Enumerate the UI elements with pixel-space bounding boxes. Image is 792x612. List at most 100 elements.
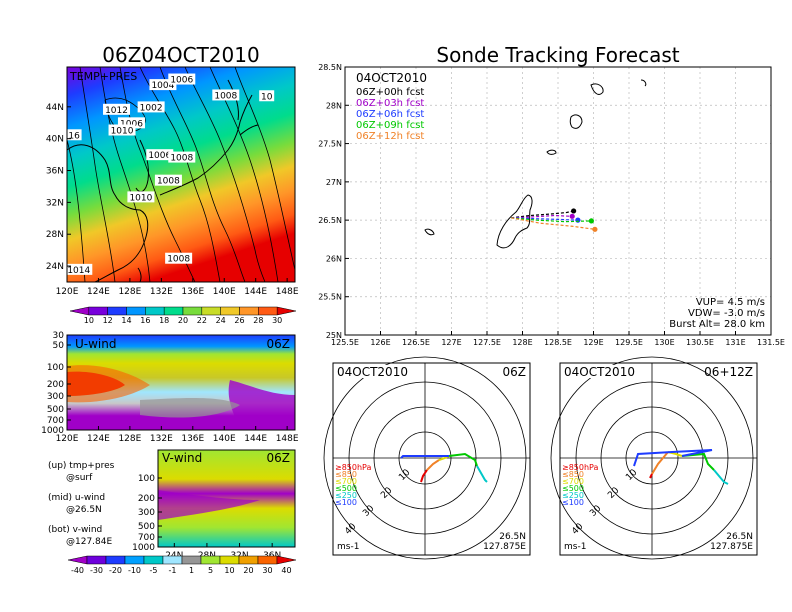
track-lon-label: 126E xyxy=(370,338,390,347)
temp-colorbar-label: 16 xyxy=(140,316,150,325)
wind-colorbar-swatch xyxy=(238,555,259,565)
track-lon-label: 128E xyxy=(512,338,532,347)
hodograph-units: ms-1 xyxy=(337,542,359,552)
track-lat-label: 26N xyxy=(326,254,342,263)
wind-colorbar-label: -20 xyxy=(109,566,122,575)
v-level-label: 100 xyxy=(138,474,155,484)
isobar-label-box xyxy=(103,103,131,115)
temp-lon-label: 140E xyxy=(213,287,236,297)
hodograph-lon: 127.875E xyxy=(710,542,753,552)
u-lon-label: 124E xyxy=(87,434,110,444)
wind-colorbar-label: 20 xyxy=(243,566,253,575)
track-endpoint-0 xyxy=(571,208,577,214)
track-legend-entry: 06Z+06h fcst xyxy=(356,109,424,120)
right-title: Sonde Tracking Forecast xyxy=(436,43,679,67)
temp-colorbar-swatch xyxy=(201,306,221,316)
hodograph-lon: 127.875E xyxy=(483,542,526,552)
temp-map-frame xyxy=(66,66,296,283)
hodograph-frame xyxy=(559,362,758,556)
temp-colorbar-label: 26 xyxy=(234,316,244,325)
panel-legend-text: (up) tmp+pres @surf (mid) u-wind @26.5N (bot… xyxy=(48,461,115,547)
v-wind-time: 06Z xyxy=(267,451,291,465)
hodograph-lat: 26.5N xyxy=(499,532,526,542)
isobar-label-box xyxy=(154,174,182,186)
temp-colorbar-label: 10 xyxy=(84,316,94,325)
wind-colorbar: -40 -30 -20 -10 -5 -1 1 5 10 20 30 40 xyxy=(67,555,297,575)
temp-colorbar-label: 28 xyxy=(253,316,263,325)
temp-colorbar-swatch xyxy=(182,306,203,316)
track-param: VUP= 4.5 m/s xyxy=(696,297,765,308)
isobar-label: 16 xyxy=(68,131,80,141)
wind-colorbar-label: -5 xyxy=(150,566,158,575)
hodograph-level-label: ≤850 xyxy=(335,470,357,479)
track-lon-label: 130.5E xyxy=(686,338,714,347)
u-lon-label: 128E xyxy=(118,434,141,444)
track-lat-label: 27N xyxy=(326,178,342,187)
isobar-label: 1008 xyxy=(157,177,180,187)
hodograph-date: 04OCT2010 xyxy=(337,365,408,379)
temp-colorbar-swatch xyxy=(107,306,127,316)
temp-lat-label: 44N xyxy=(46,103,64,113)
hodograph-level-label: ≥850hPa xyxy=(335,463,372,472)
hodograph-lat: 26.5N xyxy=(726,532,753,542)
v-level-label: 700 xyxy=(138,533,155,543)
track-series xyxy=(511,208,598,232)
legend-line: (mid) u-wind xyxy=(48,493,105,503)
legend-line: (up) tmp+pres xyxy=(48,461,115,471)
track-lon-label: 129.5E xyxy=(615,338,643,347)
temp-colorbar-swatch xyxy=(258,306,278,316)
legend-line: @26.5N xyxy=(66,505,102,515)
isobar-label: 1002 xyxy=(140,103,163,113)
temp-lat-label: 40N xyxy=(46,135,64,145)
temp-colorbar-label: 20 xyxy=(178,316,188,325)
wind-colorbar-label: 5 xyxy=(208,566,213,575)
isobar-label: 1012 xyxy=(105,106,128,116)
track-lon-label: 130E xyxy=(654,338,674,347)
track-lat-label: 25N xyxy=(326,331,342,340)
isobar-label-box xyxy=(65,263,93,275)
isobar-label: 1010 xyxy=(129,193,152,203)
track-line-2 xyxy=(511,217,578,221)
u-lon-label: 132E xyxy=(150,434,173,444)
temp-colorbar-label: 24 xyxy=(216,316,226,325)
legend-line: @127.84E xyxy=(66,537,112,547)
wind-colorbar-swatch xyxy=(105,555,126,565)
temp-colorbar-label: 18 xyxy=(159,316,169,325)
hodograph-level-label: ≤100 xyxy=(335,498,357,507)
track-lat-label: 28N xyxy=(326,101,342,110)
u-lon-label: 136E xyxy=(181,434,204,444)
temp-field xyxy=(67,67,295,282)
track-legend-entry: 06Z+00h fcst xyxy=(356,87,424,98)
temp-lat-label: 32N xyxy=(46,198,64,208)
track-date: 04OCT2010 xyxy=(356,71,427,85)
temp-lat-label: 24N xyxy=(46,262,64,272)
track-lat-label: 26.5N xyxy=(318,216,342,225)
v-wind-label: V-wind xyxy=(162,451,202,465)
hodograph-trace-5 xyxy=(400,455,449,459)
track-lon-label: 127.5E xyxy=(473,338,501,347)
u-level-label: 500 xyxy=(47,405,64,415)
track-legend-entry: 06Z+12h fcst xyxy=(356,131,424,142)
hodograph-frame xyxy=(332,362,531,556)
track-lon-label: 125.5E xyxy=(331,338,359,347)
hodograph-date: 04OCT2010 xyxy=(564,365,635,379)
island-outlines xyxy=(424,79,647,249)
left-title: 06Z04OCT2010 xyxy=(102,43,259,67)
temp-colorbar-label: 12 xyxy=(103,316,113,325)
track-endpoint-2 xyxy=(575,217,581,223)
hodograph-trace-3 xyxy=(681,452,715,471)
hodograph-level-label: ≤850 xyxy=(562,470,584,479)
legend-line: @surf xyxy=(66,473,93,483)
track-lon-label: 128.5E xyxy=(544,338,572,347)
temp-colorbar-label: 22 xyxy=(197,316,207,325)
wind-colorbar-label: -1 xyxy=(169,566,177,575)
v-wind-band xyxy=(158,490,260,520)
hodograph-trace-5 xyxy=(633,449,713,467)
temp-lon-label: 124E xyxy=(87,287,110,297)
isobar-label-box xyxy=(108,124,136,136)
